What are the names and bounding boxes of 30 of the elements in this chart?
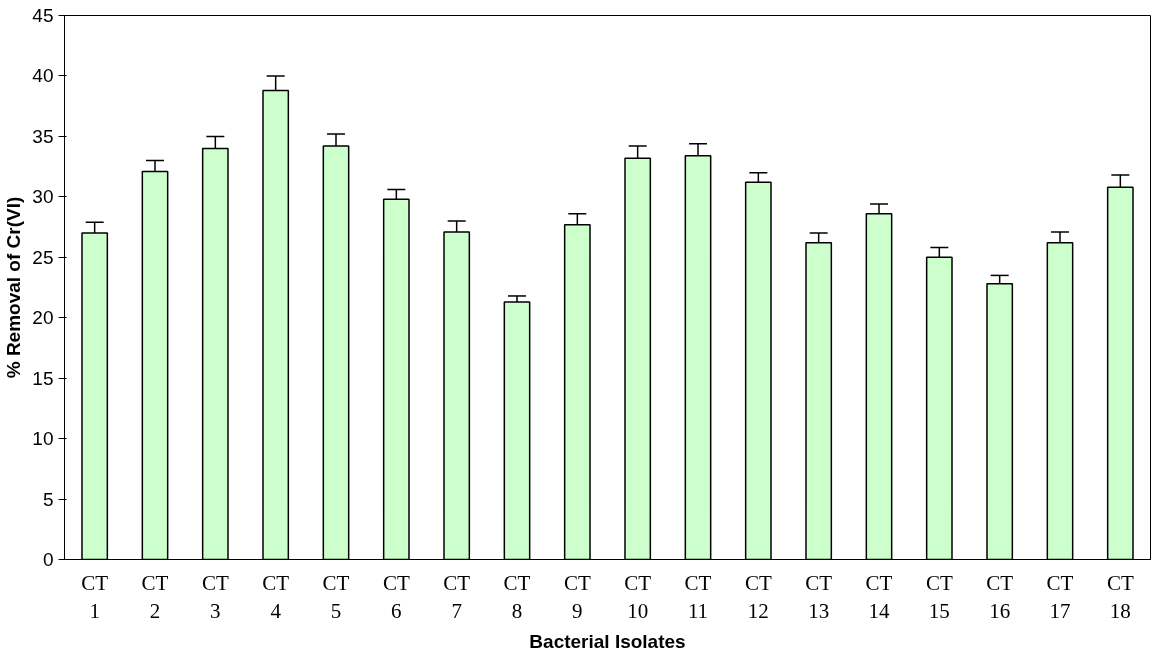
x-tick-label: CT 4 — [262, 570, 290, 624]
x-tick-label: CT 1 — [81, 570, 109, 624]
x-tick-label: CT 13 — [805, 570, 833, 624]
y-tick-label: 40 — [32, 65, 54, 87]
x-tick-label: CT 16 — [986, 570, 1014, 624]
x-tick-label: CT 3 — [201, 570, 229, 624]
x-tick-label: CT 14 — [865, 570, 893, 624]
x-axis-title: Bacterial Isolates — [529, 631, 686, 653]
x-tick-label: CT 10 — [624, 570, 652, 624]
y-tick-label: 15 — [32, 367, 54, 389]
x-tick-label: CT 18 — [1106, 570, 1134, 624]
y-tick-label: 30 — [32, 186, 54, 208]
x-tick-label: CT 2 — [141, 570, 169, 624]
y-tick-label: 10 — [32, 428, 54, 450]
x-tick-label: CT 7 — [443, 570, 471, 624]
y-tick-label: 0 — [42, 549, 54, 570]
y-tick-label: 35 — [32, 125, 54, 147]
x-tick-label: CT 8 — [503, 570, 531, 624]
y-tick-label: 5 — [42, 488, 54, 510]
x-tick-label: CT 15 — [925, 570, 953, 624]
x-tick-label: CT 11 — [684, 570, 712, 624]
x-tick-label: CT 5 — [322, 570, 350, 624]
x-tick-label: CT 9 — [563, 570, 591, 624]
y-axis-title: % Removal of Cr(VI) — [3, 196, 25, 379]
x-tick-label: CT 12 — [744, 570, 772, 624]
y-tick-label: 20 — [32, 307, 54, 329]
x-tick-label: CT 17 — [1046, 570, 1074, 624]
y-tick-label: 45 — [32, 5, 54, 26]
x-tick-label: CT 6 — [382, 570, 410, 624]
y-tick-label: 25 — [32, 246, 54, 268]
